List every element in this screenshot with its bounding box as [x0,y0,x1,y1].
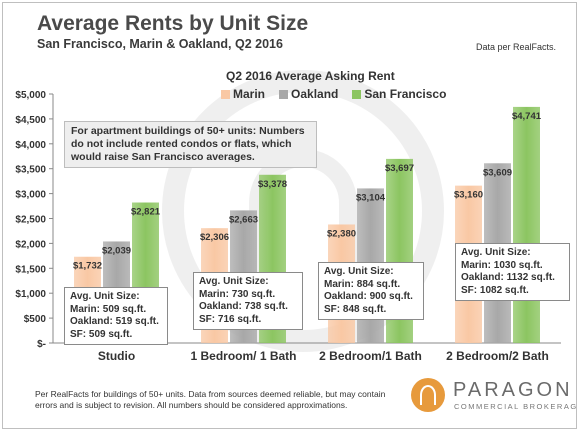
chart-data-labels: $1,732$2,039 $2,821 $2,306$2,663 $3,378 $2,3… [73,111,542,272]
unit-size-sf: SF: 716 sq.ft. [199,313,262,325]
unit-size-sf: SF: 1082 sq.ft. [461,284,529,296]
data-label-marin: $2,306 [200,232,229,243]
data-label-san-francisco: $3,378 [258,179,287,190]
x-tick-label: 2 Bedroom/2 Bath [446,349,549,363]
data-label-san-francisco: $2,821 [131,207,161,218]
y-axis-tick-labels: $- $500 $1,000 $1,500 $2,000 $2,500 $3,000 $3,5… [15,90,46,350]
legend-label-san-francisco: San Francisco [364,87,447,101]
unit-size-oakland: Oakland: 900 sq.ft. [324,291,413,302]
paragon-logo: PARAGON COMMERCIAL BROKERAGE [411,376,576,416]
methodology-note: For apartment buildings of 50+ units: Nu… [64,121,317,168]
y-tick-label: $1,500 [15,264,46,275]
data-label-marin: $2,380 [327,228,356,239]
data-label-oakland: $2,039 [102,245,131,256]
legend-label-oakland: Oakland [291,87,339,101]
x-axis-tick-labels: Studio 1 Bedroom/ 1 Bath 2 Bedroom/1 Bath 2… [98,349,549,363]
unit-size-box-title: Avg. Unit Size: [324,266,394,277]
y-tick-label: $2,500 [15,215,46,226]
data-label-oakland: $3,104 [356,192,386,203]
unit-size-box-2br1ba: Avg. Unit Size: Marin: 884 sq.ft. Oaklan… [318,262,424,320]
unit-size-box-studio: Avg. Unit Size: Marin: 509 sq.ft. Oaklan… [64,287,168,345]
unit-size-marin: Marin: 730 sq.ft. [199,288,276,300]
legend-item-san-francisco: San Francisco [352,87,446,101]
unit-size-box-title: Avg. Unit Size: [70,291,140,302]
legend-item-marin: Marin [221,87,265,101]
unit-size-sf: SF: 509 sq.ft. [70,328,133,340]
y-tick-label: $- [37,339,46,350]
unit-size-oakland: Oakland: 1132 sq.ft. [461,272,555,283]
legend-swatch-marin [221,89,230,99]
data-source-note: Data per RealFacts. [475,42,556,52]
unit-size-box-title: Avg. Unit Size: [199,276,269,287]
slide: Average Rents by Unit Size San Francisco… [2,2,577,429]
y-tick-label: $3,500 [15,165,46,176]
legend-label-marin: Marin [233,87,266,101]
unit-size-box-1br: Avg. Unit Size: Marin: 730 sq.ft. Oaklan… [193,272,303,330]
y-tick-label: $4,500 [15,115,46,126]
data-label-san-francisco: $4,741 [512,111,542,122]
page-title: Average Rents by Unit Size [37,12,309,35]
unit-size-marin: Marin: 884 sq.ft. [324,278,401,290]
y-tick-label: $2,000 [15,239,46,250]
bar-san-francisco [513,106,540,344]
unit-size-oakland: Oakland: 519 sq.ft. [70,316,159,327]
unit-size-marin: Marin: 1030 sq.ft. [461,259,543,271]
logo-tagline: COMMERCIAL BROKERAGE [454,402,577,411]
data-label-san-francisco: $3,697 [385,163,414,174]
footer-disclaimer: Per RealFacts for buildings of 50+ units… [35,389,386,410]
chart-title: Q2 2016 Average Asking Rent [226,69,395,83]
unit-size-sf: SF: 848 sq.ft. [324,303,387,315]
data-label-oakland: $3,609 [483,167,512,178]
x-tick-label: Studio [98,349,135,363]
y-tick-label: $4,000 [15,140,46,151]
y-tick-label: $5,000 [15,90,46,101]
y-tick-label: $500 [24,314,47,325]
data-label-marin: $3,160 [454,190,483,201]
page-subtitle: San Francisco, Marin & Oakland, Q2 2016 [37,37,283,51]
unit-size-oakland: Oakland: 738 sq.ft. [199,301,288,312]
y-tick-label: $3,000 [15,190,46,201]
unit-size-marin: Marin: 509 sq.ft. [70,303,147,315]
logo-wordmark: PARAGON [453,379,573,401]
unit-size-box-2br2ba: Avg. Unit Size: Marin: 1030 sq.ft. Oakla… [455,243,570,301]
legend-swatch-san-francisco [352,89,362,99]
unit-size-box-title: Avg. Unit Size: [461,247,531,258]
y-tick-label: $1,000 [15,289,46,300]
x-tick-label: 1 Bedroom/ 1 Bath [190,349,296,363]
paragon-arch-icon [411,378,445,412]
legend-item-oakland: Oakland [279,87,338,101]
legend-swatch-oakland [279,89,289,99]
x-tick-label: 2 Bedroom/1 Bath [319,349,422,363]
data-label-oakland: $2,663 [229,214,258,225]
data-label-marin: $1,732 [73,261,102,272]
chart-legend: Marin Oakland San Francisco [221,87,446,101]
bar-chart: $1,732$2,039 $2,821 $2,306$2,663 $3,378 $2,3… [15,70,561,363]
